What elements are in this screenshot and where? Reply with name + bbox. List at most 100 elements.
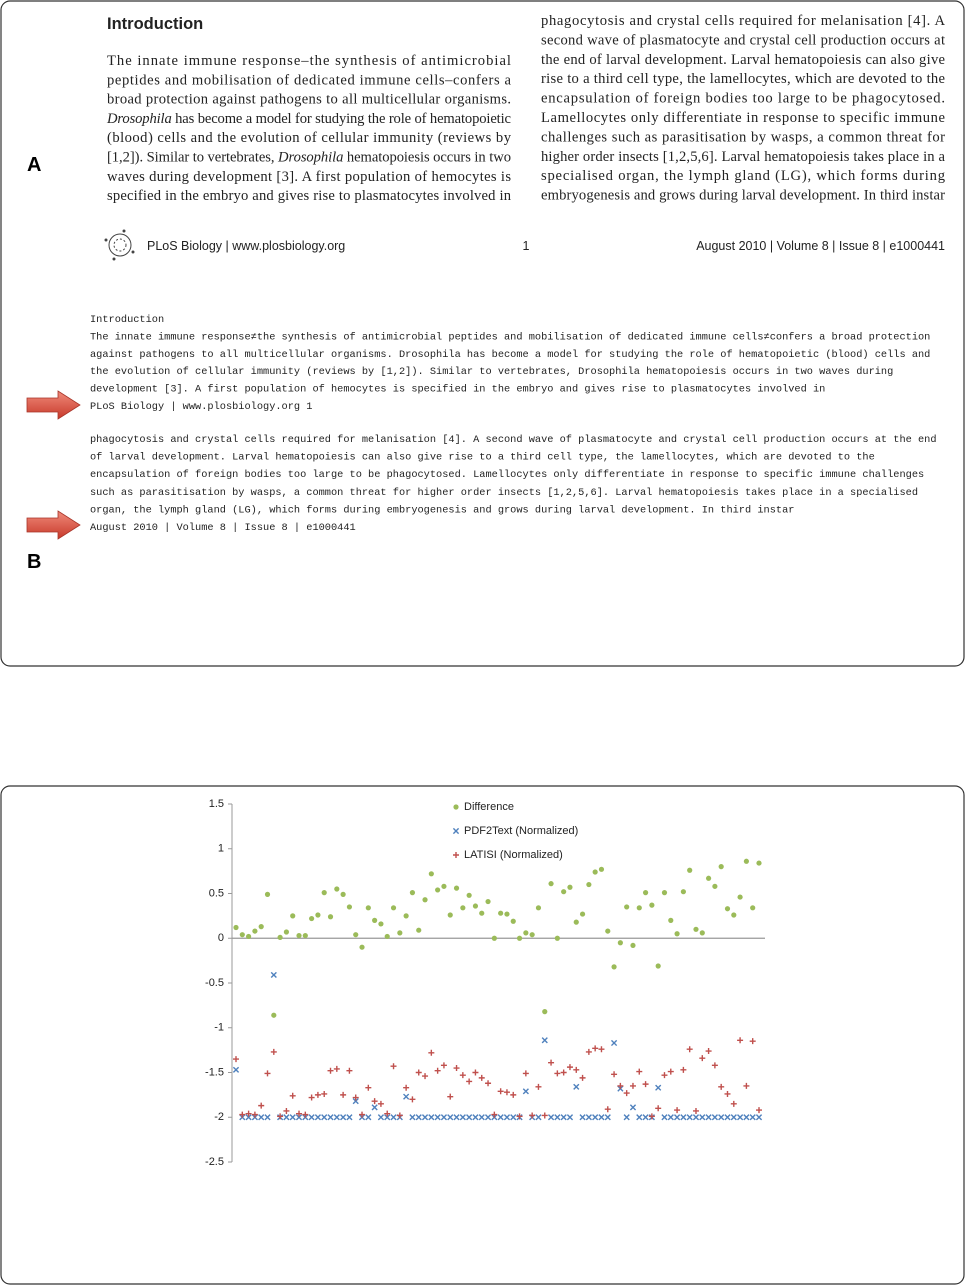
y-tick-label: 0.5 [209, 887, 224, 899]
data-point [586, 881, 592, 888]
data-point [352, 1098, 359, 1105]
data-point [428, 1049, 435, 1056]
data-point [548, 881, 554, 887]
data-point [447, 912, 453, 918]
y-tick-label: -2.5 [205, 1156, 224, 1168]
data-point [705, 875, 712, 881]
data-point [566, 1064, 573, 1071]
legend-label: LATISI (Normalized) [464, 849, 563, 861]
data-point [629, 1082, 636, 1089]
text-line: August 2010 | Volume 8 | Issue 8 | e1000… [90, 522, 356, 534]
data-point [258, 1102, 265, 1109]
data-point [692, 1114, 700, 1121]
data-point [258, 1114, 265, 1121]
data-point [605, 928, 611, 934]
text-line: second wave of plasmatocyte and crystal … [541, 32, 945, 48]
text-line: challenges such as parasitisation by was… [541, 129, 945, 145]
data-point [308, 1094, 315, 1101]
data-point [409, 1114, 416, 1121]
data-point [239, 1111, 246, 1118]
data-point [541, 1037, 548, 1044]
data-point [289, 1114, 296, 1121]
data-point [667, 1068, 674, 1075]
panel-label: B [27, 551, 41, 573]
data-point [561, 889, 567, 895]
data-point [251, 1111, 258, 1118]
legend-label: PDF2Text (Normalized) [464, 825, 578, 837]
data-point [270, 971, 277, 979]
data-point [542, 1009, 548, 1015]
text-line: phagocytosis and crystal cells required … [541, 13, 945, 29]
text-line: of larval development. Larval hematopoie… [90, 452, 875, 464]
data-point [403, 1093, 410, 1100]
data-point [566, 1114, 574, 1121]
data-point [699, 930, 705, 936]
data-point [686, 1114, 693, 1121]
y-tick-label: -2 [214, 1111, 224, 1123]
data-point [384, 1114, 391, 1121]
chart-frame [0, 785, 965, 1285]
footer-journal: PLoS Biology | www.plosbiology.org [147, 239, 345, 253]
data-point [573, 919, 579, 925]
data-point [573, 1066, 580, 1073]
data-point [554, 1114, 561, 1121]
data-point [655, 1105, 662, 1112]
data-point [529, 932, 535, 938]
legend-label: Difference [464, 801, 514, 813]
text-line: higher order insects [1,2,5,6]. Larval h… [541, 149, 946, 165]
data-point [667, 1114, 674, 1121]
text-line: such as parasitisation by wasps, a commo… [90, 487, 918, 499]
data-point [749, 1114, 756, 1121]
journal-logo [104, 229, 135, 261]
data-point [270, 1048, 277, 1055]
data-point [453, 885, 460, 891]
arrow [26, 390, 81, 420]
data-point [277, 1113, 284, 1120]
left-column: The innate immune response–the synthesis… [106, 53, 512, 204]
data-point [403, 1084, 410, 1091]
data-point [314, 1091, 321, 1098]
data-point [755, 1114, 763, 1121]
data-point [485, 1080, 492, 1087]
text-line: peptides and mobilisation of dedicated i… [107, 72, 512, 88]
text-line: against pathogens to all multicellular o… [90, 349, 930, 361]
data-point [246, 933, 252, 940]
data-point [686, 1046, 693, 1053]
data-point [730, 1114, 737, 1121]
legend-marker [453, 804, 459, 810]
data-point [737, 894, 743, 900]
data-point [258, 924, 264, 930]
data-point [743, 1082, 750, 1089]
data-point [315, 912, 321, 918]
data-point [447, 1114, 454, 1121]
data-point [333, 1114, 340, 1121]
legend-marker [452, 827, 460, 835]
data-point [497, 1088, 504, 1095]
data-point [503, 1089, 510, 1096]
data-point [547, 1114, 555, 1121]
data-point [415, 1069, 422, 1076]
panel-label: A [27, 154, 41, 176]
data-point [617, 940, 623, 946]
data-point [453, 1114, 460, 1121]
text-line: [1,2]). Similar to vertebrates, Drosophi… [107, 150, 511, 166]
data-point [491, 935, 497, 941]
data-point [712, 883, 718, 889]
data-point [655, 963, 661, 969]
data-point [378, 921, 384, 927]
data-point [743, 1114, 750, 1121]
data-point [711, 1062, 718, 1069]
data-point [718, 864, 724, 870]
data-point [680, 1114, 687, 1121]
data-point [636, 1068, 643, 1075]
data-point [333, 1065, 340, 1072]
data-point [592, 869, 598, 875]
data-point [497, 1114, 504, 1121]
y-tick-label: -1.5 [205, 1066, 224, 1078]
data-point [705, 1048, 712, 1055]
data-point [371, 1098, 378, 1105]
data-point [510, 1114, 517, 1121]
data-point [365, 1114, 372, 1121]
legend-marker [453, 852, 459, 858]
y-tick-label: -0.5 [205, 977, 224, 989]
